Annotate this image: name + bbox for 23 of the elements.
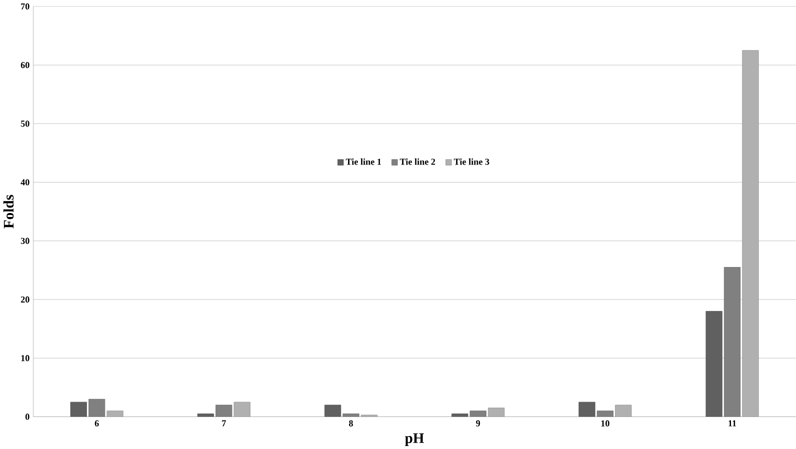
bar: [488, 408, 505, 417]
y-tick-label: 60: [20, 62, 30, 68]
y-tick-label: 20: [20, 296, 30, 302]
legend-label: Tie line 1: [346, 158, 381, 165]
x-tick-label: 10: [601, 420, 610, 426]
x-axis-title: pH: [404, 433, 424, 446]
y-tick-label: 10: [21, 354, 30, 361]
bar: [234, 402, 250, 417]
x-tick-label: 9: [476, 420, 480, 426]
legend-label: Tie line 3: [454, 158, 490, 165]
legend-label: Tie line 2: [400, 158, 436, 165]
y-tick-label: 70: [21, 3, 30, 10]
bar: [106, 410, 124, 417]
y-tick-label: 50: [20, 120, 30, 127]
y-tick-label: 0: [25, 413, 30, 420]
y-tick-label: 30: [20, 238, 30, 244]
y-tick-label: 40: [20, 179, 30, 186]
bar: [615, 404, 632, 417]
x-tick-label: 11: [728, 420, 736, 426]
x-tick-label: 8: [349, 420, 353, 426]
x-tick-label: 7: [222, 420, 226, 426]
y-axis-title: Folds: [3, 194, 14, 228]
x-tick-label: 6: [94, 420, 99, 426]
